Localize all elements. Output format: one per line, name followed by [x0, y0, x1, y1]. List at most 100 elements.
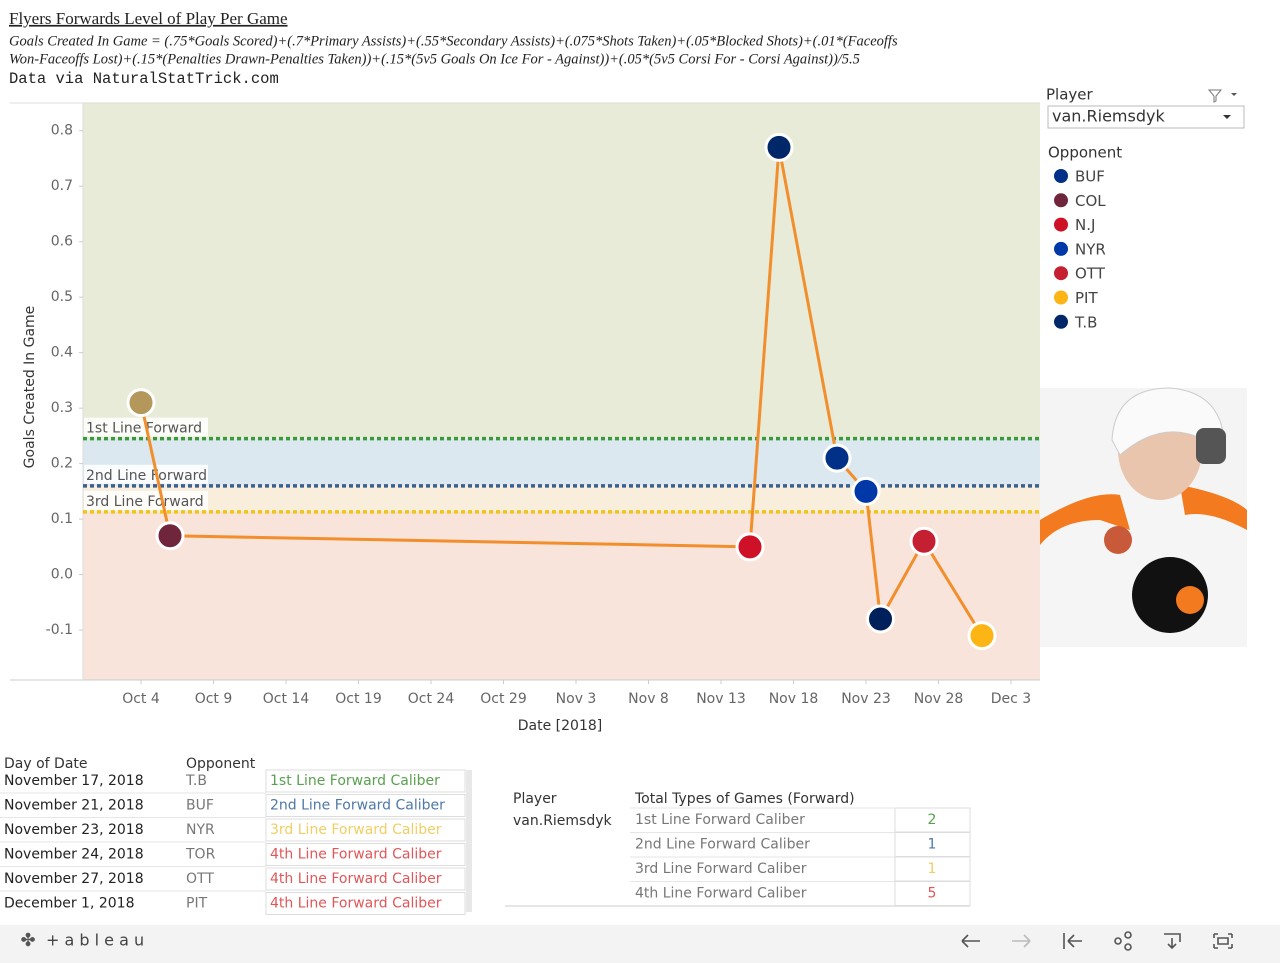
type-cell: 2nd Line Forward Caliber	[635, 837, 810, 853]
caliber-text: 3rd Line Forward Caliber	[270, 822, 442, 838]
table-header: Day of Date	[4, 756, 88, 772]
date-cell: November 21, 2018	[4, 798, 144, 814]
count-cell	[894, 881, 971, 906]
caliber-text: 2nd Line Forward Caliber	[270, 798, 445, 814]
count-cell-text: 1	[928, 861, 937, 877]
source: Data via NaturalStatTrick.com	[9, 70, 279, 88]
player-photo	[1040, 387, 1247, 647]
caliber-text: 1st Line Forward Caliber	[270, 773, 440, 789]
legend-icon	[1054, 169, 1068, 183]
band	[83, 438, 1040, 486]
legend-title: Opponent	[1048, 144, 1122, 162]
opponent-cell: T.B	[185, 773, 207, 789]
reference-label: 3rd Line Forward	[86, 494, 204, 510]
band	[83, 485, 1040, 512]
opponent-cell: NYR	[186, 822, 215, 838]
type-cell: 1st Line Forward Caliber	[635, 812, 805, 828]
y-tick-label: -0.1	[46, 622, 73, 638]
x-tick-label: Nov 13	[696, 691, 746, 707]
band	[83, 103, 1040, 439]
y-tick-label: 0.1	[51, 511, 73, 527]
team-logo-point	[735, 532, 765, 562]
caliber-cell	[265, 794, 466, 817]
caliber-text: 4th Line Forward Caliber	[270, 847, 442, 863]
type-cell: 3rd Line Forward Caliber	[635, 861, 807, 877]
caliber-cell	[265, 867, 466, 891]
legend-icon	[1054, 290, 1068, 305]
dropdown-arrow[interactable]	[1223, 115, 1231, 119]
y-tick-label: 0.5	[51, 289, 73, 305]
legend-icon	[1054, 266, 1068, 281]
scrollbar	[466, 770, 472, 912]
date-cell: December 1, 2018	[4, 896, 134, 912]
x-tick-label: Oct 29	[480, 691, 526, 707]
team-logo-point	[155, 521, 185, 551]
legend-icon	[1054, 314, 1068, 329]
toolbar-icons[interactable]	[961, 931, 1233, 951]
caliber-cell	[265, 892, 466, 915]
caliber-text: 4th Line Forward Caliber	[270, 871, 442, 887]
legend-label: NYR	[1075, 240, 1106, 258]
band	[83, 511, 1040, 680]
y-tick-label: 0.0	[51, 567, 73, 583]
table-header: Opponent	[186, 756, 256, 772]
toolbar	[0, 925, 1280, 963]
x-tick-label: Dec 3	[991, 691, 1031, 707]
caliber-cell	[265, 769, 466, 793]
legend-icon	[1054, 241, 1068, 256]
date-cell: November 17, 2018	[4, 773, 144, 789]
count-cell-text: 5	[928, 886, 937, 902]
legend-label: BUF	[1075, 168, 1105, 186]
type-cell: 4th Line Forward Caliber	[635, 886, 807, 902]
caliber-cell	[265, 843, 466, 866]
team-logo-point	[764, 132, 794, 162]
y-tick-label: 0.8	[51, 123, 73, 139]
caliber-text: 4th Line Forward Caliber	[270, 896, 442, 912]
y-tick-label: 0.2	[51, 456, 73, 472]
x-tick-label: Nov 28	[914, 691, 964, 707]
y-tick-label: 0.3	[51, 400, 73, 416]
x-tick-label: Oct 19	[335, 691, 381, 707]
date-cell: November 27, 2018	[4, 871, 144, 887]
x-tick-label: Oct 14	[263, 691, 310, 707]
x-tick-label: Oct 9	[195, 691, 233, 707]
legend-label: OTT	[1075, 265, 1106, 283]
caliber-cell	[265, 818, 466, 842]
y-tick-label: 0.6	[51, 234, 73, 250]
x-tick-label: Oct 24	[408, 691, 455, 707]
opponent-cell: TOR	[185, 847, 216, 863]
filter-value: van.Riemsdyk	[1052, 107, 1165, 126]
legend-label: COL	[1075, 192, 1106, 210]
filter-dropdown[interactable]	[1047, 105, 1245, 129]
legend-icon	[1054, 217, 1068, 232]
x-tick-label: Nov 18	[769, 691, 819, 707]
count-cell-text: 2	[928, 812, 937, 828]
count-cell-text: 1	[928, 837, 937, 853]
team-logo-point	[851, 476, 881, 506]
opponent-cell: PIT	[186, 896, 208, 912]
legend-label: PIT	[1075, 289, 1098, 307]
reference-label-bg	[84, 490, 208, 510]
reference-label: 1st Line Forward	[86, 421, 202, 437]
legend-icon	[1054, 193, 1068, 208]
y-axis-title: Goals Created In Game	[22, 306, 38, 469]
table-header: Player	[513, 791, 557, 807]
team-logo-point	[866, 604, 895, 634]
legend-label: N.J	[1075, 216, 1095, 234]
brand-mark: ✤	[20, 930, 35, 951]
y-tick-label: 0.7	[51, 178, 73, 194]
menu-arrow[interactable]	[1231, 93, 1237, 96]
opponent-cell: BUF	[186, 798, 214, 814]
legend-label: T.B	[1074, 313, 1097, 331]
table-header: Total Types of Games (Forward)	[634, 791, 855, 807]
title: Flyers Forwards Level of Play Per Game	[9, 9, 288, 28]
team-logo-point	[967, 621, 997, 651]
team-logo-point	[822, 443, 852, 473]
team-logo-point	[126, 388, 156, 418]
count-cell	[894, 832, 971, 857]
formula-line: Won-Faceoffs Lost)+(.15*(Penalties Drawn…	[9, 51, 860, 67]
x-tick-label: Oct 4	[122, 691, 160, 707]
y-tick-label: 0.4	[51, 345, 73, 361]
filter-icon[interactable]	[1207, 89, 1223, 103]
